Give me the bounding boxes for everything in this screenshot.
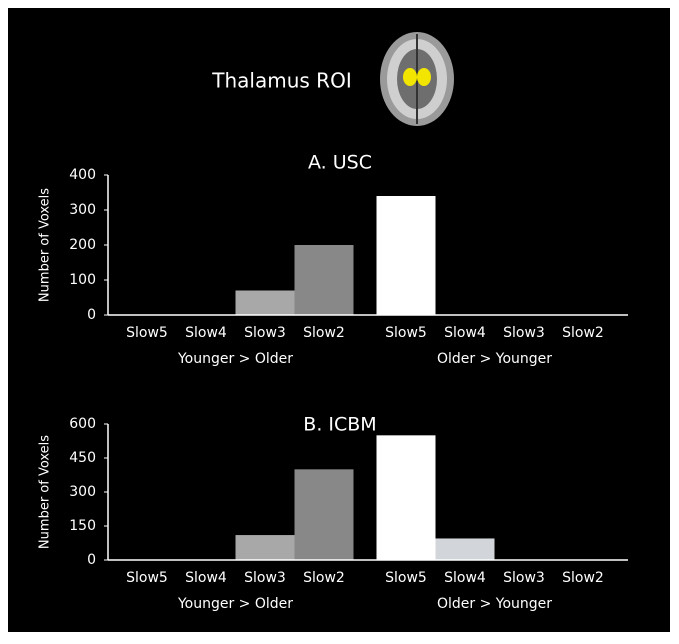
bar [235,535,295,560]
y-tick-label: 300 [69,202,96,218]
group-label: Younger > Older [177,596,293,612]
x-tick-label: Slow2 [562,325,604,341]
chart-title: A. USC [308,152,372,174]
bar [294,469,354,560]
x-tick-label: Slow4 [185,570,227,586]
bar [235,290,295,315]
bar [435,538,495,560]
bar [376,196,436,315]
x-tick-label: Slow2 [303,325,345,341]
x-tick-label: Slow5 [385,570,427,586]
x-tick-label: Slow5 [126,325,168,341]
x-tick-label: Slow3 [503,325,545,341]
x-tick-label: Slow2 [303,570,345,586]
y-tick-label: 0 [87,307,96,323]
y-tick-label: 450 [69,450,96,466]
group-label: Older > Younger [437,596,552,612]
y-tick-label: 150 [69,518,96,534]
group-label: Younger > Older [177,351,293,367]
x-tick-label: Slow4 [185,325,227,341]
x-tick-label: Slow3 [244,570,286,586]
x-tick-label: Slow4 [444,325,486,341]
y-tick-label: 600 [69,416,96,432]
y-tick-label: 200 [69,237,96,253]
y-tick-label: 300 [69,484,96,500]
x-tick-label: Slow3 [503,570,545,586]
figure-title: Thalamus ROI [211,69,351,93]
group-label: Older > Younger [437,351,552,367]
x-tick-label: Slow4 [444,570,486,586]
bar [376,435,436,560]
y-axis-label: Number of Voxels [38,435,53,549]
brain-image [380,32,454,126]
x-tick-label: Slow2 [562,570,604,586]
x-tick-label: Slow5 [385,325,427,341]
y-tick-label: 0 [87,552,96,568]
x-tick-label: Slow5 [126,570,168,586]
y-tick-label: 100 [69,272,96,288]
y-tick-label: 400 [69,167,96,183]
y-axis-label: Number of Voxels [38,188,53,302]
x-tick-label: Slow3 [244,325,286,341]
bar [294,245,354,315]
chart-title: B. ICBM [303,414,376,436]
